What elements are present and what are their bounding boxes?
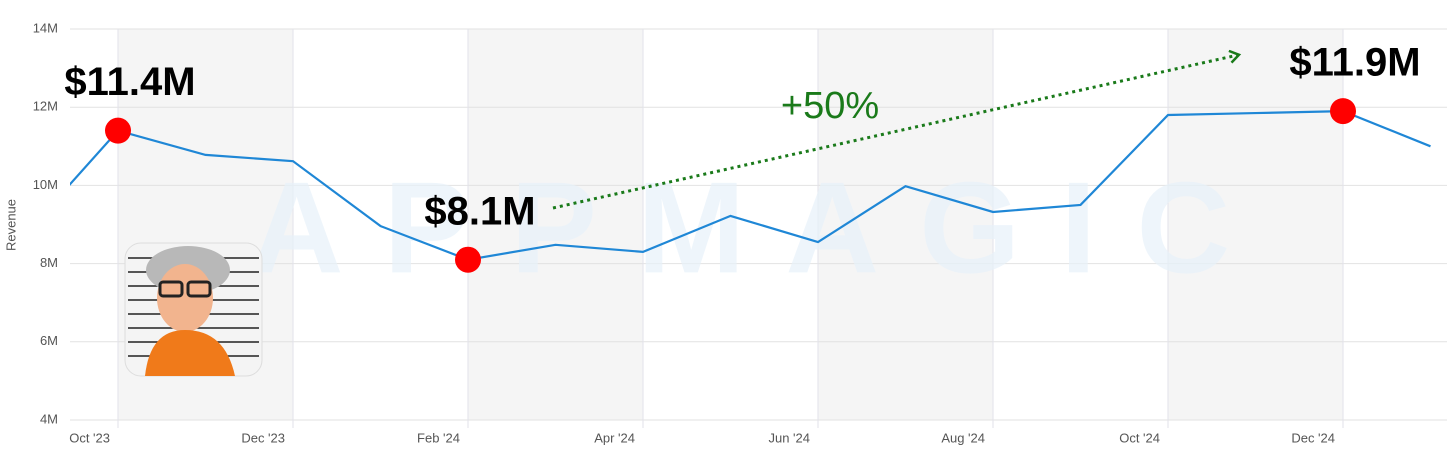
bands bbox=[118, 29, 1343, 420]
plot bbox=[70, 110, 1431, 261]
y-tick-label: 14M bbox=[33, 20, 58, 35]
data-label: $8.1M bbox=[424, 189, 535, 233]
band bbox=[468, 29, 643, 420]
series-line bbox=[70, 110, 1431, 261]
app-icon bbox=[124, 242, 263, 377]
watermark: APPMAGIC bbox=[250, 154, 1271, 300]
highlight-point bbox=[455, 246, 481, 273]
highlight-point bbox=[105, 117, 131, 144]
y-tick-label: 6M bbox=[40, 333, 58, 348]
y-axis-label: Revenue bbox=[3, 199, 18, 251]
x-tick-label: Oct '23 bbox=[69, 430, 110, 445]
grid bbox=[70, 28, 1447, 428]
band bbox=[1168, 29, 1343, 420]
data-label: $11.4M bbox=[64, 60, 195, 104]
x-tick-label: Dec '24 bbox=[1291, 430, 1335, 445]
highlight-point bbox=[1330, 98, 1356, 125]
x-tick-label: Dec '23 bbox=[241, 430, 285, 445]
trend-arrow bbox=[552, 55, 1238, 210]
data-label: $11.9M bbox=[1289, 41, 1420, 85]
x-tick-label: Oct '24 bbox=[1119, 430, 1160, 445]
x-tick-label: Feb '24 bbox=[417, 430, 460, 445]
y-tick-label: 8M bbox=[40, 255, 58, 270]
x-tick-label: Aug '24 bbox=[941, 430, 985, 445]
overlay: 4M 6M 8M 10M 12M 14M Oct '23 Dec '23 Feb '24 Apr … bbox=[33, 20, 1421, 445]
y-tick-label: 10M bbox=[33, 177, 58, 192]
x-tick-label: Apr '24 bbox=[594, 430, 635, 445]
y-tick-label: 4M bbox=[40, 411, 58, 426]
y-tick-label: 12M bbox=[33, 99, 58, 114]
x-tick-label: Jun '24 bbox=[768, 430, 810, 445]
annotation: +50% bbox=[781, 85, 879, 127]
